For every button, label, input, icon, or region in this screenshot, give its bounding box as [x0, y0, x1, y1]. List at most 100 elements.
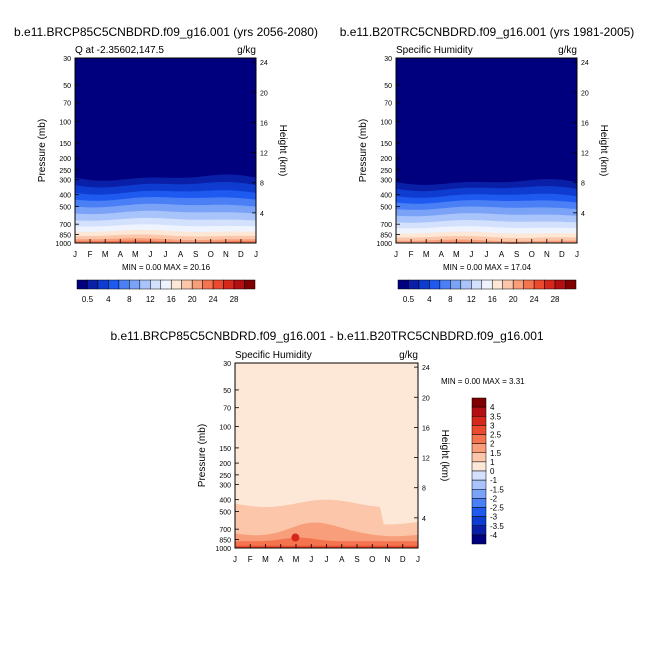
x-tick-label: O [529, 250, 535, 259]
colorbar-swatch [76, 279, 88, 290]
y-tick-label: 300 [219, 482, 231, 489]
y-right-tick-label: 8 [260, 181, 264, 188]
x-tick-label: M [423, 250, 430, 259]
colorbar-swatch [397, 279, 409, 290]
colorbar-swatch [481, 279, 493, 290]
x-tick-label: J [394, 250, 398, 259]
colorbar-swatch [471, 443, 487, 453]
colorbar-swatch [429, 279, 441, 290]
y-tick-label: 1000 [215, 546, 231, 553]
colorbar-label: 12 [467, 295, 476, 304]
y-tick-label: 30 [63, 56, 71, 63]
colorbar-label: 24 [209, 295, 218, 304]
y-tick-label: 30 [384, 56, 392, 63]
colorbar-swatch [129, 279, 141, 290]
minmax-text: MIN = 0.00 MAX = 17.04 [443, 263, 532, 272]
y-right-tick-label: 24 [260, 60, 268, 67]
x-tick-label: N [385, 555, 391, 564]
y-tick-label: 250 [59, 168, 71, 175]
colorbar-label: -2.5 [490, 504, 504, 513]
y-right-tick-label: 24 [422, 365, 430, 372]
colorbar: 43.532.521.510-1-1.5-2-2.5-3-3.5-4 [471, 397, 504, 545]
colorbar-swatch [418, 279, 430, 290]
y-right-tick-label: 20 [422, 395, 430, 402]
y-right-tick-label: 12 [260, 151, 268, 158]
colorbar-swatch [471, 279, 483, 290]
chart-panel-1: b.e11.BRCP85C5CNBDRD.f09_g16.001 (yrs 20… [14, 25, 318, 304]
colorbar-swatch [160, 279, 172, 290]
colorbar-swatch [523, 279, 535, 290]
colorbar-swatch [471, 470, 487, 481]
colorbar-swatch [202, 279, 214, 290]
x-tick-label: F [248, 555, 253, 564]
y-tick-label: 100 [219, 425, 231, 432]
colorbar-label: 2.5 [490, 431, 502, 440]
colorbar-label: 3.5 [490, 412, 502, 421]
colorbar-label: -2 [490, 494, 498, 503]
y-tick-label: 500 [219, 509, 231, 516]
y-tick-label: 70 [384, 101, 392, 108]
colorbar-swatch [544, 279, 556, 290]
y-right-tick-label: 4 [260, 211, 264, 218]
x-tick-label: J [233, 555, 237, 564]
y-axis-label: Pressure (mb) [37, 119, 48, 182]
x-tick-label: J [73, 250, 77, 259]
y-tick-label: 1000 [376, 241, 392, 248]
y-tick-label: 400 [380, 193, 392, 200]
y-tick-label: 400 [59, 193, 71, 200]
colorbar-swatch [212, 279, 224, 290]
colorbar-label: 24 [530, 295, 539, 304]
y-right-tick-label: 8 [422, 486, 426, 493]
y-tick-label: 150 [59, 141, 71, 148]
chart-subtitle: Specific Humidity [235, 350, 312, 361]
y-tick-label: 850 [219, 537, 231, 544]
colorbar-label: 8 [448, 295, 453, 304]
y-tick-label: 200 [380, 156, 392, 163]
colorbar-swatch [244, 279, 256, 290]
colorbar-swatch [502, 279, 514, 290]
x-tick-label: M [453, 250, 460, 259]
colorbar-swatch [87, 279, 99, 290]
chart-panel-2: b.e11.B20TRC5CNBDRD.f09_g16.001 (yrs 198… [340, 25, 635, 304]
x-tick-label: A [499, 250, 505, 259]
colorbar-label: 3 [490, 421, 495, 430]
colorbar-label: 0.5 [82, 295, 94, 304]
units-label: g/kg [558, 45, 577, 56]
colorbar-swatch [450, 279, 462, 290]
y-tick-label: 500 [380, 204, 392, 211]
colorbar-swatch [471, 516, 487, 526]
y-tick-label: 100 [59, 120, 71, 127]
x-tick-label: A [278, 555, 284, 564]
x-tick-label: J [575, 250, 579, 259]
x-tick-label: J [254, 250, 258, 259]
y-right-tick-label: 12 [581, 151, 589, 158]
units-label: g/kg [399, 350, 418, 361]
y-tick-label: 700 [59, 222, 71, 229]
colorbar-swatch [150, 279, 162, 290]
y-right-axis-label: Height (km) [598, 125, 609, 177]
colorbar: 0.5 4 8 12 16 20 24 28 [397, 279, 577, 304]
y-tick-label: 850 [380, 232, 392, 239]
colorbar-label: -4 [490, 531, 498, 540]
x-tick-label: M [293, 555, 300, 564]
y-right-tick-label: 16 [581, 120, 589, 127]
x-tick-label: M [262, 555, 269, 564]
y-right-axis-label: Height (km) [439, 430, 450, 482]
y-right-tick-label: 4 [422, 516, 426, 523]
y-tick-label: 200 [219, 461, 231, 468]
y-tick-label: 70 [223, 406, 231, 413]
y-tick-label: 500 [59, 204, 71, 211]
chart-title: b.e11.BRCP85C5CNBDRD.f09_g16.001 (yrs 20… [14, 25, 318, 39]
y-right-tick-label: 12 [422, 456, 430, 463]
y-tick-label: 250 [219, 473, 231, 480]
x-tick-label: A [439, 250, 445, 259]
contour-band [291, 533, 300, 542]
colorbar-swatch [471, 461, 487, 472]
colorbar-swatch [533, 279, 545, 290]
colorbar-swatch [471, 479, 487, 490]
x-tick-label: D [400, 555, 406, 564]
minmax-text: MIN = 0.00 MAX = 20.16 [122, 263, 211, 272]
units-label: g/kg [237, 45, 256, 56]
y-tick-label: 50 [384, 83, 392, 90]
x-tick-label: J [309, 555, 313, 564]
